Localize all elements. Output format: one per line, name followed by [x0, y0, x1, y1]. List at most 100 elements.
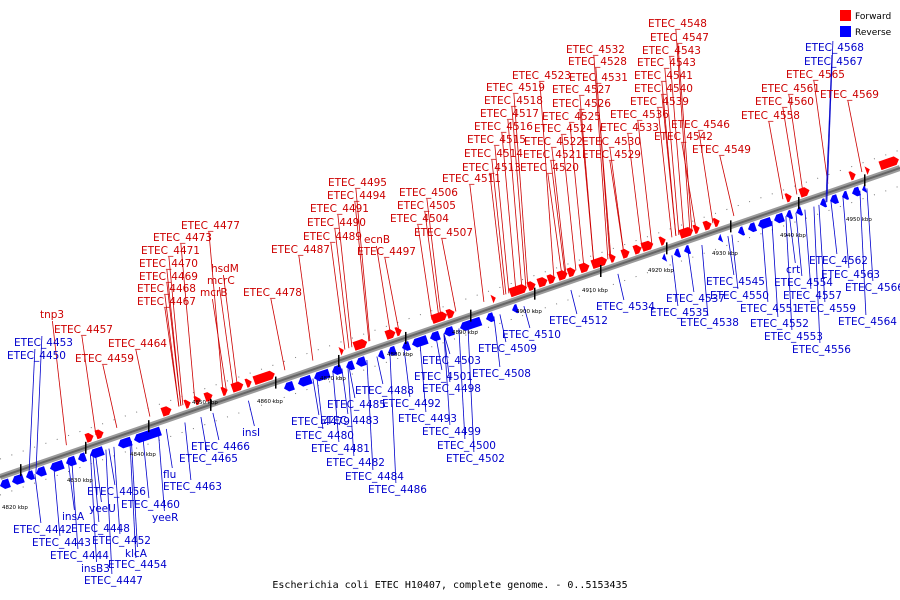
forward-gene-label: ETEC_4464 — [108, 338, 167, 350]
reverse-gene-leader-line — [458, 328, 466, 440]
forward-gene — [712, 218, 720, 228]
reverse-gene-label: ETEC_4493 — [398, 413, 457, 425]
forward-gene-label: ETEC_4473 — [153, 232, 212, 244]
forward-gene — [590, 256, 608, 269]
reverse-gene-leader-line — [105, 449, 113, 575]
forward-gene-leader-line — [166, 269, 182, 406]
forward-gene — [244, 378, 252, 388]
forward-gene-label: ETEC_4519 — [486, 82, 545, 94]
reverse-gene-label: ETEC_4567 — [804, 56, 863, 68]
reverse-gene-leader-line — [165, 428, 173, 469]
reverse-gene — [662, 253, 668, 262]
legend-swatch-forward — [840, 10, 851, 21]
reverse-gene-label: yeeR — [152, 512, 178, 524]
forward-gene-label: ETEC_4497 — [357, 246, 416, 258]
reverse-gene-leader-line — [113, 446, 121, 535]
genome-backbone — [0, 165, 900, 480]
forward-gene — [608, 253, 616, 263]
forward-gene-leader-line — [513, 93, 529, 287]
forward-gene — [640, 240, 654, 252]
reverse-gene-label: ETEC_4512 — [549, 315, 608, 327]
forward-gene — [566, 267, 576, 278]
forward-gene — [193, 396, 201, 406]
forward-gene — [94, 429, 104, 440]
forward-gene-leader-line — [675, 29, 691, 232]
reverse-gene-leader-line — [34, 473, 42, 524]
forward-gene — [878, 156, 899, 171]
reverse-gene-leader-line — [142, 436, 150, 499]
reverse-gene-label: ETEC_4568 — [805, 42, 864, 54]
reverse-gene-label: ETEC_4463 — [163, 481, 222, 493]
reverse-gene-leader-line — [771, 220, 779, 318]
reverse-gene-label: ETEC_4444 — [50, 550, 109, 562]
forward-gene-label: ETEC_4533 — [600, 122, 659, 134]
reverse-gene-leader-line — [108, 448, 116, 486]
reverse-gene — [460, 316, 483, 331]
forward-gene — [160, 406, 172, 417]
forward-gene — [252, 370, 275, 385]
forward-gene-leader-line — [212, 298, 227, 391]
forward-gene-leader-line — [164, 294, 180, 407]
forward-gene — [394, 327, 402, 337]
kbp-tick-label: 4830 kbp — [67, 478, 93, 484]
reverse-gene — [774, 212, 785, 224]
forward-gene-label: ETEC_4543 — [642, 45, 701, 57]
forward-gene-label: mcrB — [200, 287, 228, 299]
forward-gene — [578, 262, 590, 274]
kbp-tick-label: 4920 kbp — [648, 268, 674, 274]
genome-caption: Escherichia coli ETEC H10407, complete g… — [272, 580, 627, 591]
forward-gene-label: ETEC_4539 — [630, 96, 689, 108]
kbp-tick-mark — [864, 174, 866, 187]
forward-gene — [678, 227, 694, 239]
forward-gene-leader-line — [768, 121, 784, 200]
reverse-gene — [356, 356, 367, 367]
forward-gene — [230, 381, 244, 393]
reverse-gene — [78, 452, 87, 463]
forward-gene-label: ETEC_4569 — [820, 89, 879, 101]
reverse-gene-leader-line — [701, 244, 709, 317]
reverse-gene-leader-line — [493, 316, 501, 368]
leader-lines — [28, 29, 874, 575]
reverse-gene-leader-line — [90, 454, 97, 563]
reverse-gene-label: ETEC_4510 — [502, 329, 561, 341]
reverse-gene — [26, 470, 35, 480]
kbp-tick-mark — [470, 309, 472, 322]
forward-gene-label: ETEC_4560 — [755, 96, 814, 108]
forward-gene — [338, 347, 344, 356]
reverse-gene — [50, 460, 65, 472]
kbp-tick-label: 4860 kbp — [257, 399, 283, 405]
forward-gene-leader-line — [609, 160, 625, 254]
forward-gene-label: ETEC_4471 — [141, 245, 200, 257]
forward-gene-leader-line — [376, 245, 391, 335]
reverse-gene-label: ETEC_4559 — [797, 303, 856, 315]
reverse-gene-label: ETEC_4552 — [750, 318, 809, 330]
forward-gene — [220, 386, 228, 396]
reverse-gene-leader-line — [617, 273, 625, 301]
reverse-gene-label: ETEC_4443 — [32, 537, 91, 549]
reverse-gene-label: yeeU — [89, 503, 116, 515]
reverse-gene — [90, 446, 105, 459]
forward-gene-leader-line — [52, 320, 67, 446]
reverse-gene — [862, 184, 868, 193]
kbp-tick-mark — [338, 354, 340, 367]
reverse-gene — [412, 335, 429, 348]
forward-gene — [658, 236, 666, 246]
forward-gene-leader-line — [539, 81, 555, 278]
forward-gene-label: ETEC_4528 — [568, 56, 627, 68]
reverse-gene — [314, 368, 331, 382]
kbp-tick-mark — [405, 331, 407, 344]
reverse-gene — [134, 426, 162, 443]
reverse-gene-leader-line — [131, 440, 138, 548]
reverse-gene-label: ETEC_4450 — [7, 350, 66, 362]
kbp-tick-mark — [730, 220, 732, 233]
forward-gene-label: ETEC_4548 — [648, 18, 707, 30]
reverse-gene-leader-line — [842, 196, 850, 269]
reverse-gene-label: ETEC_4553 — [764, 331, 823, 343]
reverse-gene-label: ETEC_4566 — [845, 282, 900, 294]
reverse-gene-leader-line — [435, 336, 443, 371]
reverse-gene-leader-line — [92, 454, 100, 523]
reverse-gene-leader-line — [825, 54, 833, 203]
reverse-gene-leader-line — [248, 400, 255, 427]
reverse-gene-label: ETEC_4545 — [706, 276, 765, 288]
reverse-gene-leader-line — [403, 347, 411, 398]
